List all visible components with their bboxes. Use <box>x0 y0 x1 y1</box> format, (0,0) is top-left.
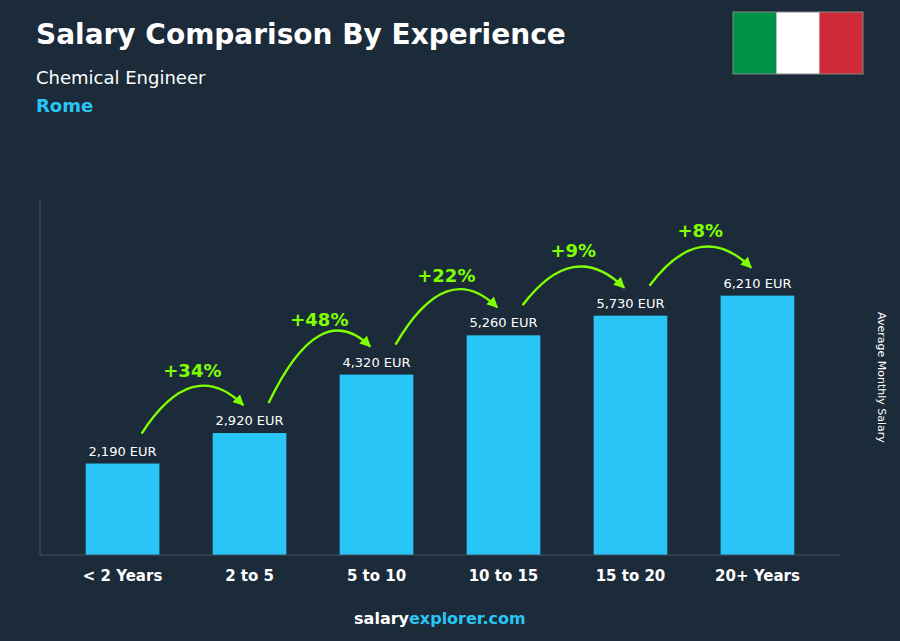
city: Rome <box>36 95 93 116</box>
flag-stripe <box>776 12 819 74</box>
flag <box>733 12 863 74</box>
bar <box>340 375 414 555</box>
arrow-label: +22% <box>417 265 475 286</box>
arrow-label: +9% <box>551 240 597 261</box>
arrow <box>269 331 371 403</box>
bar <box>86 464 160 555</box>
x-tick-label: 20+ Years <box>715 567 800 585</box>
data-label: 2,190 EUR <box>88 444 156 459</box>
y-axis-line <box>40 200 41 555</box>
watermark: salaryexplorer.com <box>354 609 526 628</box>
x-axis-line <box>40 555 840 556</box>
data-label: 5,730 EUR <box>596 296 664 311</box>
data-label: 2,920 EUR <box>215 413 283 428</box>
watermark-part: salary <box>354 609 409 628</box>
bar <box>594 316 668 555</box>
watermark-part: explorer.com <box>409 609 526 628</box>
arrow-label: +34% <box>163 360 221 381</box>
title: Salary Comparison By Experience <box>36 18 566 51</box>
data-label: 5,260 EUR <box>469 315 537 330</box>
x-tick-label: 15 to 20 <box>596 567 666 585</box>
x-tick-label: 5 to 10 <box>347 567 406 585</box>
x-tick-label: < 2 Years <box>83 567 163 585</box>
subtitle: Chemical Engineer <box>36 67 206 88</box>
arrow <box>142 386 244 434</box>
bars <box>86 296 795 555</box>
flag-stripe <box>820 12 863 74</box>
x-tick-label: 10 to 15 <box>469 567 539 585</box>
flag-border <box>733 12 863 74</box>
arrow <box>523 266 625 305</box>
y-axis-label: Average Monthly Salary <box>875 312 888 443</box>
data-label: 6,210 EUR <box>723 276 791 291</box>
arrow <box>650 246 752 285</box>
background <box>0 0 900 641</box>
data-label: 4,320 EUR <box>342 355 410 370</box>
bar <box>721 296 795 555</box>
bar <box>467 335 541 555</box>
arrow-label: +8% <box>677 220 723 241</box>
chart: Salary Comparison By Experience Chemical … <box>0 0 900 641</box>
arrow <box>396 289 498 344</box>
flag-stripe <box>733 12 776 74</box>
x-tick-label: 2 to 5 <box>225 567 274 585</box>
arrow-label: +48% <box>290 309 348 330</box>
bar <box>213 433 287 555</box>
